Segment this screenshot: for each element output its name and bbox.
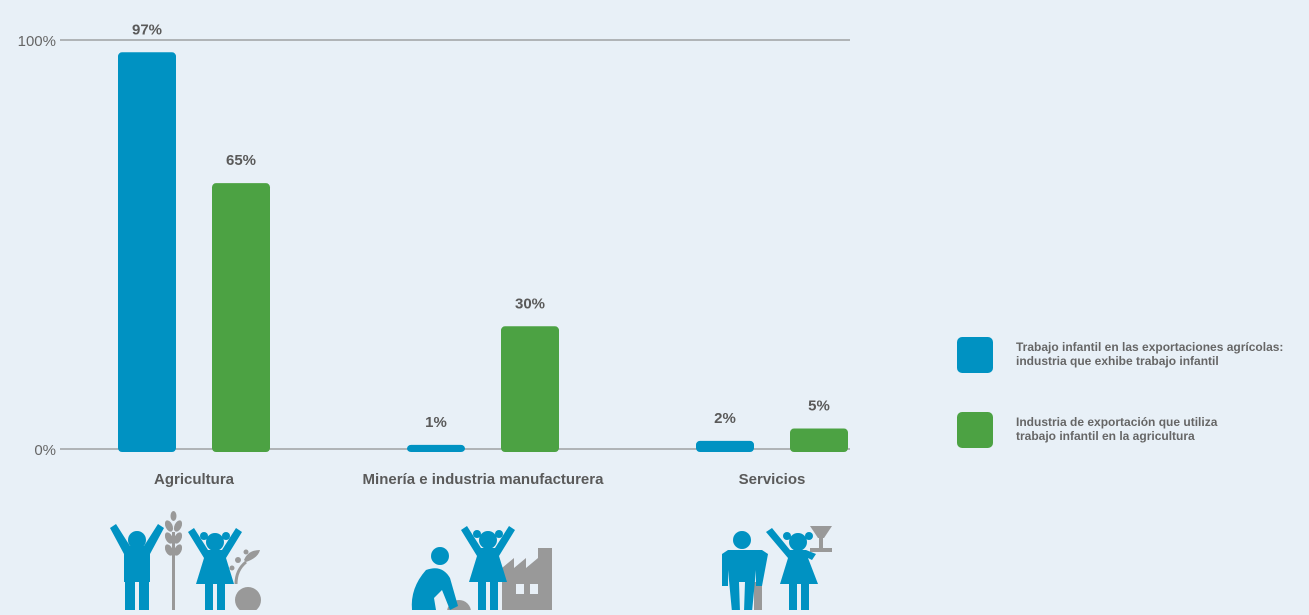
services-children-icon: [722, 526, 832, 612]
bar-1-1: [118, 52, 176, 453]
legend-item-2: Industria de exportación que utilizatrab…: [957, 412, 1218, 448]
legend: Trabajo infantil en las exportaciones ag…: [957, 337, 1283, 448]
bar-1-3: [696, 440, 754, 452]
legend-label: industria que exhibe trabajo infantil: [1016, 354, 1219, 368]
value-label: 30%: [515, 295, 545, 312]
bar-1-2: [407, 444, 465, 452]
category-labels: Agricultura Minería e industria manufactu…: [154, 471, 805, 488]
legend-item-1: Trabajo infantil en las exportaciones ag…: [957, 337, 1283, 373]
category-label: Agricultura: [154, 471, 235, 488]
agriculture-children-icon: [110, 511, 261, 613]
legend-swatch: [957, 337, 993, 373]
y-tick-label: 0%: [34, 442, 56, 459]
legend-label: Industria de exportación que utiliza: [1016, 415, 1218, 429]
bar-2-2: [501, 326, 559, 452]
mining-manufacturing-children-icon: [411, 526, 552, 615]
value-label: 2%: [714, 410, 736, 427]
value-label: 1%: [425, 414, 447, 431]
value-label: 5%: [808, 398, 830, 415]
bars: [118, 52, 848, 453]
legend-swatch: [957, 412, 993, 448]
value-label: 65%: [226, 152, 256, 169]
value-labels: 97% 65% 1% 30% 2% 5%: [132, 21, 830, 431]
value-label: 97%: [132, 21, 162, 38]
legend-label: trabajo infantil en la agricultura: [1016, 429, 1195, 443]
bar-2-1: [212, 183, 270, 452]
y-tick-label: 100%: [18, 33, 56, 50]
bar-2-3: [790, 428, 848, 452]
category-label: Servicios: [739, 471, 806, 488]
legend-label: Trabajo infantil en las exportaciones ag…: [1016, 340, 1283, 354]
category-label: Minería e industria manufacturera: [363, 471, 605, 488]
